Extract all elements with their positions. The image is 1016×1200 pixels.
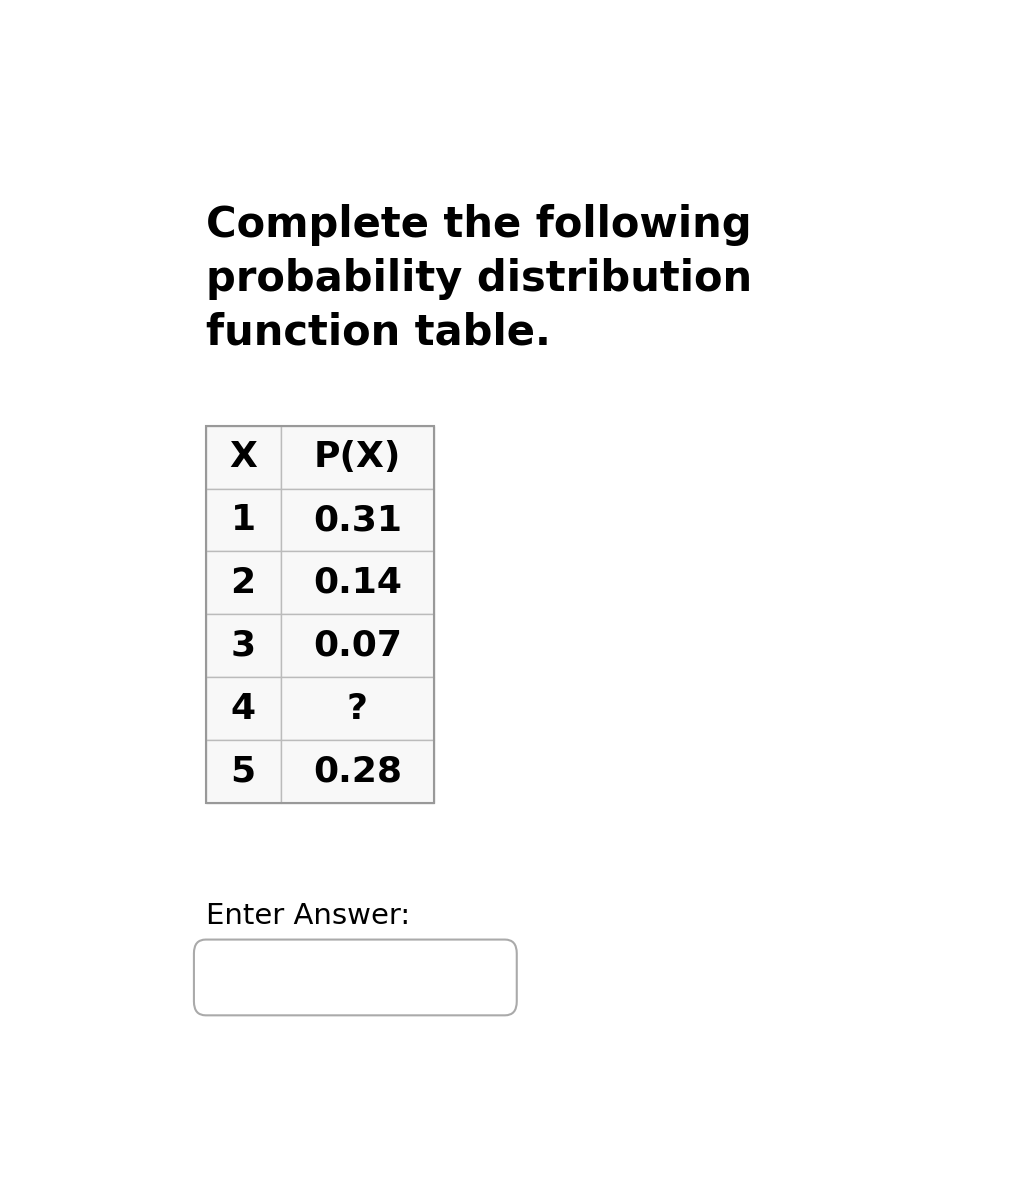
Bar	[205, 740, 280, 803]
Bar	[280, 740, 434, 803]
Text: X: X	[230, 440, 257, 474]
Text: 3: 3	[231, 629, 256, 662]
FancyBboxPatch shape	[194, 940, 517, 1015]
Text: 4: 4	[231, 691, 256, 726]
Text: Enter Answer:: Enter Answer:	[205, 902, 409, 930]
Text: 0.07: 0.07	[313, 629, 401, 662]
Text: 0.31: 0.31	[313, 503, 401, 538]
Text: P(X): P(X)	[314, 440, 401, 474]
Text: 0.28: 0.28	[313, 755, 401, 788]
Text: Complete the following: Complete the following	[205, 204, 752, 246]
Bar	[205, 488, 280, 552]
Text: ?: ?	[346, 691, 368, 726]
Bar	[205, 426, 434, 803]
Bar	[280, 488, 434, 552]
Text: 0.14: 0.14	[313, 566, 401, 600]
Text: probability distribution: probability distribution	[205, 258, 752, 300]
Bar	[205, 552, 280, 614]
Bar	[205, 426, 280, 488]
Bar	[205, 614, 280, 677]
Bar	[280, 552, 434, 614]
Bar	[280, 614, 434, 677]
Text: 2: 2	[231, 566, 256, 600]
Bar	[280, 426, 434, 488]
Bar	[280, 677, 434, 740]
Text: 1: 1	[231, 503, 256, 538]
Text: function table.: function table.	[205, 311, 551, 353]
Text: 5: 5	[231, 755, 256, 788]
Bar	[205, 677, 280, 740]
